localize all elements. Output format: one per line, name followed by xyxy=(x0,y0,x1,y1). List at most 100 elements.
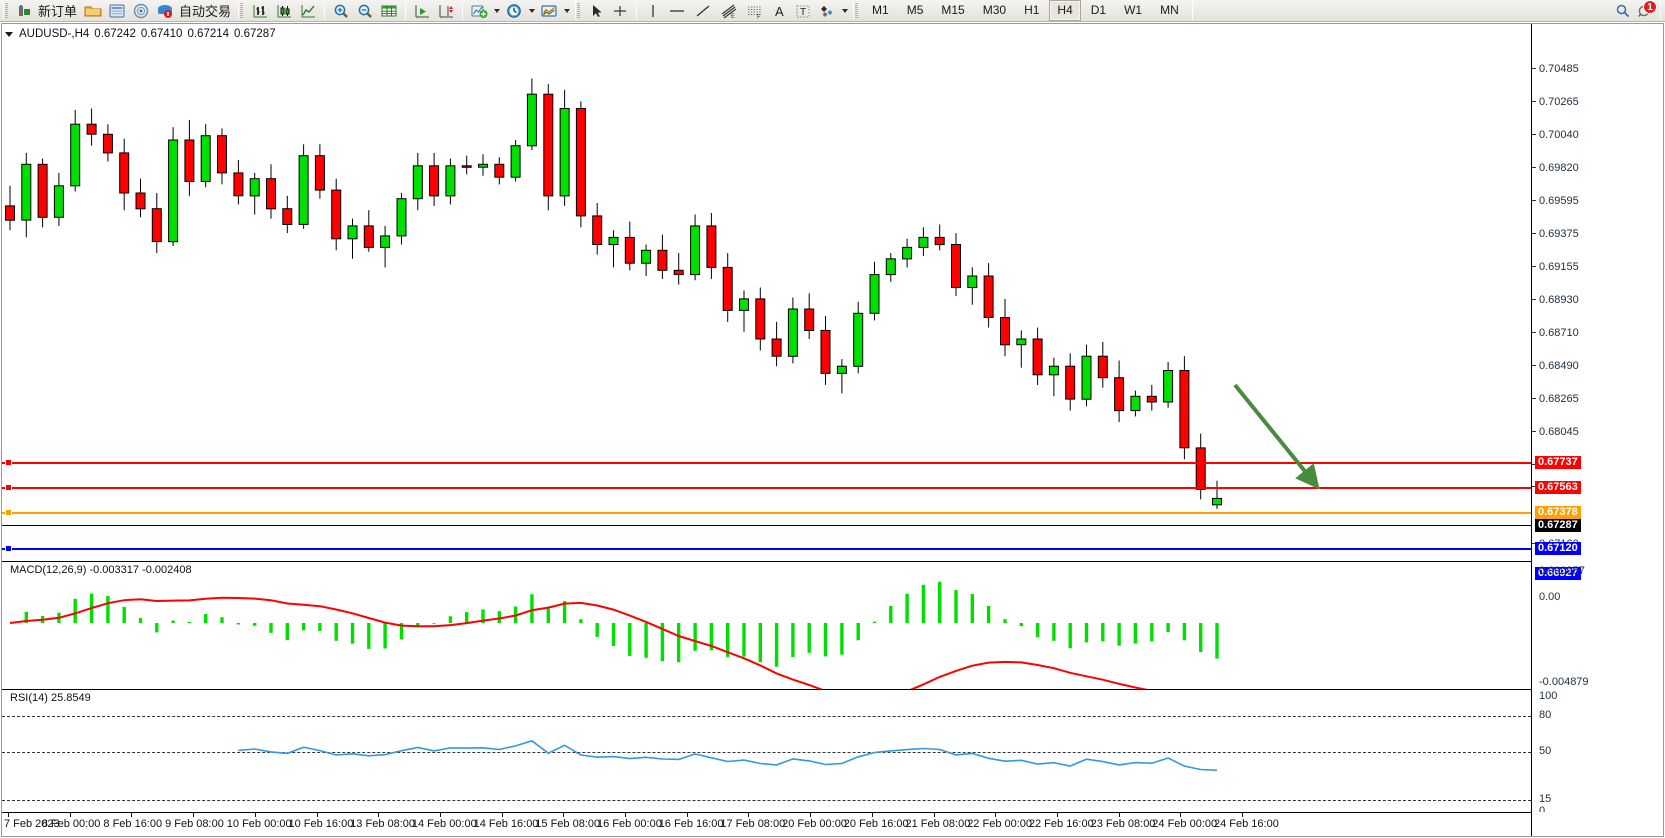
time-axis-label: 21 Feb 08:00 xyxy=(905,818,971,830)
level-handle-4[interactable] xyxy=(5,545,12,552)
trendline-icon[interactable] xyxy=(691,1,715,21)
tick-dash xyxy=(1532,332,1536,333)
shapes-icon[interactable] xyxy=(816,1,838,21)
timeframe-h1[interactable]: H1 xyxy=(1024,3,1040,17)
text-label-icon[interactable]: T xyxy=(792,1,814,21)
timeframe-w1[interactable]: W1 xyxy=(1124,3,1143,17)
horizontal-line-icon[interactable] xyxy=(665,1,689,21)
rsi-pane[interactable]: RSI(14) 25.8549 xyxy=(2,689,1531,812)
toolbar-grip-timeframes[interactable] xyxy=(853,2,861,19)
time-tick xyxy=(871,813,873,817)
chart-window: AUDUSD-,H4 0.67242 0.67410 0.67214 0.672… xyxy=(0,22,1665,838)
toolbar-grip-charts[interactable] xyxy=(238,2,246,19)
crosshair-icon[interactable] xyxy=(609,1,631,21)
toolbar-separator-5 xyxy=(1191,1,1193,20)
price-tick: 0.68045 xyxy=(1532,426,1664,438)
macd-tick-label: -0.004879 xyxy=(1539,676,1589,688)
take-profit-line-1-label[interactable]: 0.67737 xyxy=(1535,456,1581,469)
timeframe-h4[interactable]: H4 xyxy=(1049,0,1081,21)
profiles-icon[interactable] xyxy=(82,1,104,21)
indicators-dropdown-icon[interactable] xyxy=(491,1,502,21)
level-line-4[interactable] xyxy=(2,548,1531,550)
current-price-line-label[interactable]: 0.67287 xyxy=(1535,519,1581,532)
data-window-icon[interactable] xyxy=(130,1,152,21)
templates-icon[interactable] xyxy=(538,1,560,21)
candlestick-chart-icon[interactable] xyxy=(273,1,295,21)
rsi-level-50 xyxy=(2,752,1531,753)
zoom-out-icon[interactable] xyxy=(354,1,376,21)
line-chart-icon[interactable] xyxy=(297,1,319,21)
zoom-in-icon[interactable] xyxy=(330,1,352,21)
level-line-1[interactable] xyxy=(2,487,1531,489)
price-tick: 0.69820 xyxy=(1532,162,1664,174)
indicators-icon[interactable] xyxy=(468,1,490,21)
down-trend-arrow[interactable] xyxy=(2,24,1531,561)
templates-dropdown-icon[interactable] xyxy=(561,1,572,21)
grid-icon[interactable] xyxy=(378,1,400,21)
timeframe-mn[interactable]: MN xyxy=(1160,3,1179,17)
svg-text:A: A xyxy=(775,4,784,19)
alerts-icon[interactable]: 1 xyxy=(1634,0,1657,21)
market-watch-icon[interactable] xyxy=(106,1,128,21)
take-profit-line-2-label[interactable]: 0.67563 xyxy=(1535,481,1581,494)
shapes-dropdown-icon[interactable] xyxy=(839,1,850,21)
price-tick-label: 0.68490 xyxy=(1539,360,1579,372)
toolbar-separator-6 xyxy=(1660,1,1661,20)
time-axis-label: 15 Feb 08:00 xyxy=(535,818,601,830)
symbol-label: AUDUSD-,H4 xyxy=(19,28,90,40)
level-line-0[interactable] xyxy=(2,462,1531,464)
new-order-label[interactable]: 新订单 xyxy=(38,4,78,19)
time-axis-label: 24 Feb 16:00 xyxy=(1214,818,1279,830)
price-tick: 0.69595 xyxy=(1532,195,1664,207)
time-axis-label: 17 Feb 08:00 xyxy=(720,818,786,830)
level-handle-2[interactable] xyxy=(5,509,12,516)
time-axis[interactable]: 7 Feb 2023 8 Feb 00:00 8 Feb 16:00 9 Feb 08… xyxy=(2,812,1663,836)
main-toolbar: 新订单 自动交易 xyxy=(0,0,1665,22)
equidistant-channel-icon[interactable]: E xyxy=(717,1,741,21)
period-dropdown-icon[interactable] xyxy=(526,1,537,21)
ohlc-low: 0.67214 xyxy=(187,28,230,40)
level-handle-1[interactable] xyxy=(5,484,12,491)
level-handle-0[interactable] xyxy=(5,459,12,466)
autotrading-icon[interactable] xyxy=(154,1,176,21)
time-axis-label: 14 Feb 16:00 xyxy=(473,818,539,830)
timeframe-d1[interactable]: D1 xyxy=(1090,3,1107,17)
bar-chart-icon[interactable] xyxy=(249,1,271,21)
timeframe-m5[interactable]: M5 xyxy=(906,3,924,17)
chart-plot-column[interactable]: AUDUSD-,H4 0.67242 0.67410 0.67214 0.672… xyxy=(2,24,1663,836)
toolbar-grip-lines[interactable] xyxy=(575,2,583,19)
text-icon[interactable]: A xyxy=(769,1,790,21)
search-icon[interactable] xyxy=(1612,1,1633,21)
stop-loss-line-1-label[interactable]: 0.67120 xyxy=(1535,542,1581,555)
time-tick xyxy=(1118,813,1120,817)
time-tick xyxy=(378,813,380,817)
level-line-3[interactable] xyxy=(2,525,1531,526)
period-icon[interactable] xyxy=(503,1,525,21)
time-axis-label: 8 Feb 00:00 xyxy=(41,818,101,830)
auto-scroll-icon[interactable] xyxy=(411,1,433,21)
candlestick-series xyxy=(5,78,1222,509)
level-line-2[interactable] xyxy=(2,512,1531,514)
price-tick-label: 0.70485 xyxy=(1539,63,1579,75)
entry-line-label[interactable]: 0.67378 xyxy=(1535,506,1581,519)
timeframe-m15[interactable]: M15 xyxy=(941,3,965,17)
autotrading-label[interactable]: 自动交易 xyxy=(179,4,232,19)
timeframe-m1[interactable]: M1 xyxy=(872,3,889,17)
macd-pane[interactable]: MACD(12,26,9) -0.003317 -0.002408 xyxy=(2,561,1531,709)
cursor-icon[interactable] xyxy=(586,1,607,21)
tick-dash xyxy=(1532,200,1536,201)
stop-loss-line-2-label[interactable]: 0.66927 xyxy=(1535,567,1581,580)
toolbar-separator-1 xyxy=(324,1,326,20)
toolbar-separator-3 xyxy=(462,1,464,20)
timeframe-m30[interactable]: M30 xyxy=(982,3,1007,17)
price-pane[interactable]: AUDUSD-,H4 0.67242 0.67410 0.67214 0.672… xyxy=(2,24,1531,561)
fibonacci-icon[interactable]: F xyxy=(743,1,767,21)
price-scale[interactable]: 0.70485 0.70265 0.70040 0.69820 0.69595 0.693… xyxy=(1531,24,1663,836)
toolbar-grip-standard[interactable] xyxy=(3,2,10,19)
time-tick xyxy=(316,813,318,817)
new-order-icon[interactable] xyxy=(14,1,35,21)
time-tick xyxy=(748,813,750,817)
chart-shift-icon[interactable] xyxy=(435,1,457,21)
chevron-down-icon[interactable] xyxy=(5,31,13,37)
vertical-line-icon[interactable] xyxy=(642,1,663,21)
